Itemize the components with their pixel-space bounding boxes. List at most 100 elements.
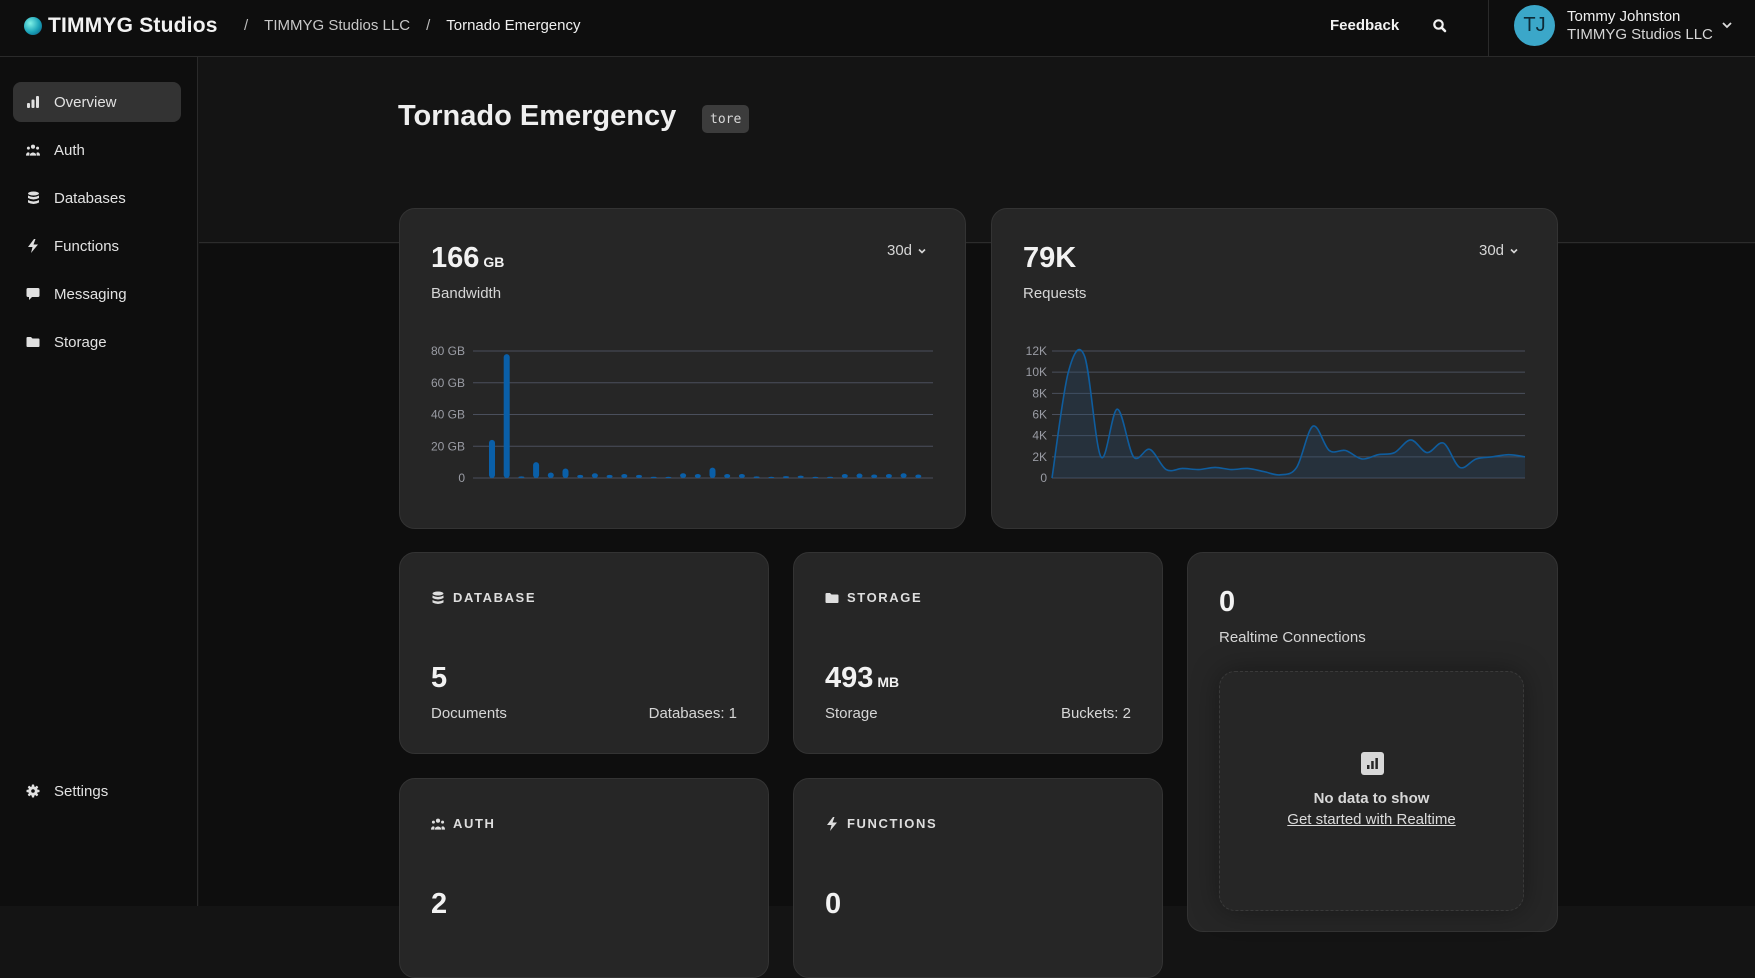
chevron-down-icon[interactable] [1720, 18, 1734, 32]
bar-d17 [724, 474, 730, 478]
realtime-connections-label: Realtime Connections [1219, 629, 1366, 646]
sidebar-item-functions[interactable]: Functions [13, 226, 181, 266]
documents-count: 5 [431, 662, 447, 695]
lightning-icon [825, 817, 839, 831]
bar-d14 [680, 473, 686, 478]
auth-heading: AUTH [431, 816, 496, 831]
y-tick-label: 20 GB [431, 439, 465, 453]
storage-unit: MB [877, 674, 899, 690]
bar-d29 [901, 473, 907, 478]
database-card[interactable]: DATABASE 5 Documents Databases: 1 [399, 552, 769, 754]
bar-d23 [812, 477, 818, 478]
bar-d28 [886, 474, 892, 478]
logo-icon [24, 17, 42, 35]
users-count: 2 [431, 888, 447, 921]
storage-label: Storage [825, 705, 878, 722]
y-tick-label: 10K [1026, 365, 1047, 379]
bar-chart-icon [1361, 752, 1384, 775]
y-tick-label: 40 GB [431, 408, 465, 422]
database-heading-text: DATABASE [453, 590, 536, 605]
realtime-connections-count: 0 [1219, 586, 1235, 619]
sidebar-item-overview[interactable]: Overview [13, 82, 181, 122]
sidebar-item-label: Overview [54, 94, 117, 111]
lightning-icon [26, 239, 40, 253]
storage-heading: STORAGE [825, 590, 922, 605]
folder-icon [26, 335, 40, 349]
bar-d20 [768, 477, 774, 478]
users-icon [26, 143, 40, 157]
bar-d12 [651, 477, 657, 478]
sidebar: Overview Auth Databases Functions Messag… [0, 57, 198, 906]
get-started-realtime-link[interactable]: Get started with Realtime [1220, 811, 1523, 828]
bar-d21 [783, 476, 789, 478]
functions-card[interactable]: FUNCTIONS 0 [793, 778, 1163, 978]
bar-d8 [592, 473, 598, 478]
sidebar-item-label: Databases [54, 190, 126, 207]
storage-heading-text: STORAGE [847, 590, 922, 605]
sidebar-item-storage[interactable]: Storage [13, 322, 181, 362]
y-tick-label: 2K [1032, 450, 1047, 464]
y-tick-label: 8K [1032, 386, 1047, 400]
breadcrumb-organization[interactable]: TIMMYG Studios LLC [264, 17, 410, 34]
sidebar-item-auth[interactable]: Auth [13, 130, 181, 170]
brand-name: TIMMYG Studios [48, 14, 218, 38]
bar-d11 [636, 475, 642, 478]
bar-d13 [665, 477, 671, 478]
sidebar-item-databases[interactable]: Databases [13, 178, 181, 218]
gear-icon [26, 784, 40, 798]
user-name[interactable]: Tommy Johnston [1567, 8, 1680, 25]
bar-d6 [563, 468, 569, 478]
databases-count: Databases: 1 [649, 705, 737, 722]
auth-heading-text: AUTH [453, 816, 496, 831]
user-organization[interactable]: TIMMYG Studios LLC [1567, 26, 1713, 43]
breadcrumb: / TIMMYG Studios LLC / Tornado Emergency [244, 17, 580, 34]
database-icon [26, 191, 40, 205]
functions-heading-text: FUNCTIONS [847, 816, 937, 831]
y-tick-label: 6K [1032, 408, 1047, 422]
feedback-button[interactable]: Feedback [1330, 17, 1399, 34]
sidebar-item-settings[interactable]: Settings [13, 771, 181, 811]
breadcrumb-separator: / [426, 17, 430, 34]
sidebar-item-messaging[interactable]: Messaging [13, 274, 181, 314]
bar-chart-icon [26, 95, 40, 109]
database-icon [431, 591, 445, 605]
bar-d26 [857, 474, 863, 478]
bar-d25 [842, 474, 848, 478]
bar-d24 [827, 477, 833, 478]
bar-d16 [710, 468, 716, 478]
bar-d27 [871, 475, 877, 478]
breadcrumb-project[interactable]: Tornado Emergency [446, 17, 580, 34]
bar-d18 [739, 474, 745, 478]
functions-count: 0 [825, 888, 841, 921]
brand-logo[interactable]: TIMMYG Studios [24, 14, 218, 38]
y-tick-label: 0 [458, 471, 465, 485]
sidebar-item-label: Settings [54, 783, 108, 800]
bar-d22 [798, 476, 804, 478]
search-icon[interactable] [1430, 16, 1450, 36]
realtime-card: 0 Realtime Connections No data to show G… [1187, 552, 1558, 932]
auth-card[interactable]: AUTH 2 [399, 778, 769, 978]
database-heading: DATABASE [431, 590, 536, 605]
y-tick-label: 0 [1040, 471, 1047, 485]
sidebar-item-label: Auth [54, 142, 85, 159]
bar-d2 [504, 354, 510, 478]
empty-state: No data to show Get started with Realtim… [1219, 671, 1524, 911]
project-id-badge[interactable]: tore [702, 105, 749, 133]
bar-d3 [518, 476, 524, 478]
breadcrumb-separator: / [244, 17, 248, 34]
bar-d5 [548, 472, 554, 478]
chat-bubble-icon [26, 287, 40, 301]
page-title: Tornado Emergency [398, 100, 676, 133]
empty-state-title: No data to show [1220, 790, 1523, 807]
y-tick-label: 60 GB [431, 376, 465, 390]
sidebar-item-label: Functions [54, 238, 119, 255]
bar-d30 [915, 475, 921, 478]
avatar[interactable]: TJ [1514, 5, 1555, 46]
y-tick-label: 12K [1026, 344, 1047, 358]
